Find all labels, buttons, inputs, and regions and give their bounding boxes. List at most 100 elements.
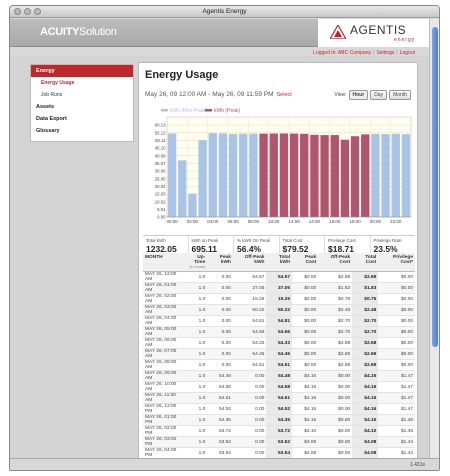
bar-non-peak[interactable] [218,133,228,217]
bar-non-peak[interactable] [401,134,411,217]
table-cell: $0.00 [318,381,353,393]
y-tick-label: 55.12 [155,130,166,135]
bar-non-peak[interactable] [239,133,248,217]
view-month-button[interactable]: Month [389,90,411,100]
table-cell: $4.16 [292,403,319,415]
summary-cell: kWh on Peak 695.11 [189,236,234,256]
x-tick-label: 10:00 [268,219,280,224]
bar-peak[interactable] [330,135,339,217]
bar-non-peak[interactable] [198,140,207,217]
zoom-window-button[interactable] [34,8,41,15]
table-cell: $1.46 [378,414,415,426]
table-row: MAY 26, 12:00 AM 1.0 0.00 54.57 54.57 $0.00 $2… [143,271,415,283]
bar-non-peak[interactable] [391,133,400,217]
table-cell: $2.69 [318,348,353,360]
table-cell: 1.0 [184,425,208,437]
table-row: MAY 26, 10:00 AM 1.0 54.58 0.00 54.58 $4.16 $0… [143,381,415,393]
table-cell: MAY 26, 12:00 AM [143,271,185,283]
legend-swatch [161,109,168,112]
table-cell: 54.48 [266,370,293,382]
bar-peak[interactable] [269,133,278,217]
table-cell: $0.00 [292,315,319,327]
bar-non-peak[interactable] [371,133,380,217]
bar-non-peak[interactable] [381,134,390,217]
table-cell: 1.0 [184,282,208,294]
bar-non-peak[interactable] [249,133,258,217]
table-cell: $4.16 [352,392,379,404]
bar-peak[interactable] [289,133,299,217]
bar-peak[interactable] [300,133,309,217]
table-cell: $4.08 [292,436,319,448]
table-cell: $4.16 [352,381,379,393]
table-cell: 1.0 [184,315,208,327]
table-header-cell[interactable]: Total kWh [266,253,293,272]
table-cell: $4.16 [292,381,319,393]
table-row: MAY 26, 01:00 PM 1.0 54.35 0.00 54.35 $4.15 $0… [143,414,415,426]
table-header-cell[interactable]: Privilege Cost* [378,253,415,272]
y-tick-label: 10.02 [155,199,166,204]
table-header-cell[interactable]: MONTH [143,253,185,272]
legend-label[interactable]: kWh (Peak) [214,108,240,114]
table-cell: MAY 26, 09:00 AM [143,370,185,382]
table-cell: 1.0 [184,293,208,305]
bar-peak[interactable] [310,134,319,217]
logout-link[interactable]: Logout [399,50,415,56]
sidebar-item-energy[interactable]: Energy [31,65,133,77]
summary-value: 1232.05 [146,244,177,254]
sidebar-item-assets[interactable]: Assets [36,104,55,110]
table-header-cell[interactable]: Total Cost [352,253,379,272]
bar-non-peak[interactable] [167,133,177,217]
close-window-button[interactable] [14,8,21,15]
scrollbar-thumb[interactable] [432,27,438,347]
table-row: MAY 26, 08:00 AM 1.0 0.00 54.51 54.51 $0.00 $2… [143,359,415,371]
table-header-cell[interactable]: Off-Peak kWh [232,253,267,272]
table-cell: $4.15 [352,414,379,426]
view-day-button[interactable]: Day [370,90,388,100]
bar-non-peak[interactable] [228,133,238,217]
vertical-scrollbar[interactable] [429,19,439,458]
settings-link[interactable]: Settings [376,50,395,56]
table-row: MAY 26, 05:00 AM 1.0 0.00 54.66 54.66 $0.00 $2… [143,326,415,338]
table-cell: 50.22 [266,304,293,316]
sidebar-item-data-export[interactable]: Data Export [36,116,67,122]
table-header-cell[interactable]: Up-Time (in hours) [184,253,208,272]
bar-peak[interactable] [320,135,329,217]
minimize-window-button[interactable] [24,8,31,15]
bar-non-peak[interactable] [178,160,187,217]
sidebar-item-glossary[interactable]: Glossary [36,128,60,134]
table-cell: 54.48 [207,370,233,382]
table-cell: $4.16 [352,403,379,415]
table-cell: $4.10 [292,425,319,437]
bar-non-peak[interactable] [208,133,217,217]
select-date-link[interactable]: Select [276,92,292,98]
bar-peak[interactable] [361,134,370,217]
y-tick-label: 40.08 [155,153,166,158]
brand-bold: ACUITY [40,26,80,38]
bar-peak[interactable] [350,136,360,217]
y-tick-label: 15.03 [155,192,166,197]
table-cell: $0.75 [318,293,353,305]
table-cell: 54.58 [266,381,293,393]
table-header-cell[interactable]: Peak Cost [292,253,319,272]
summary-cell: % kWh On Peak 56.4% [234,236,280,256]
sidebar-item-job-runs[interactable]: Job Runs [41,92,63,98]
sidebar-item-energy-usage[interactable]: Energy Usage [41,80,75,86]
bar-peak[interactable] [279,133,289,217]
status-bar: 1.431s [10,458,439,470]
bar-non-peak[interactable] [188,193,197,217]
table-header-cell[interactable]: Off-Peak Cost [318,253,353,272]
bar-peak[interactable] [259,133,268,217]
table-cell: $1.47 [378,392,415,404]
header-label: MONTH [145,255,163,260]
view-hour-button[interactable]: Hour [348,90,369,100]
y-tick-label: 25.05 [155,176,166,181]
logged-in-link[interactable]: Logged In: ABC Company [313,50,371,56]
view-switcher: View: Hour Day Month [334,90,411,100]
table-cell: $0.00 [292,293,319,305]
table-header-cell[interactable]: Peak kWh [207,253,233,272]
legend-label[interactable]: kWh (Non-Peak) [170,108,207,114]
bar-peak[interactable] [340,139,350,217]
summary-cell: Privilege Cost $18.71 [325,236,371,256]
acuity-logo[interactable]: ACUITYSolution [40,26,117,38]
table-row: MAY 26, 01:00 AM 1.0 0.00 37.05 37.05 $0.00 $1… [143,282,415,294]
